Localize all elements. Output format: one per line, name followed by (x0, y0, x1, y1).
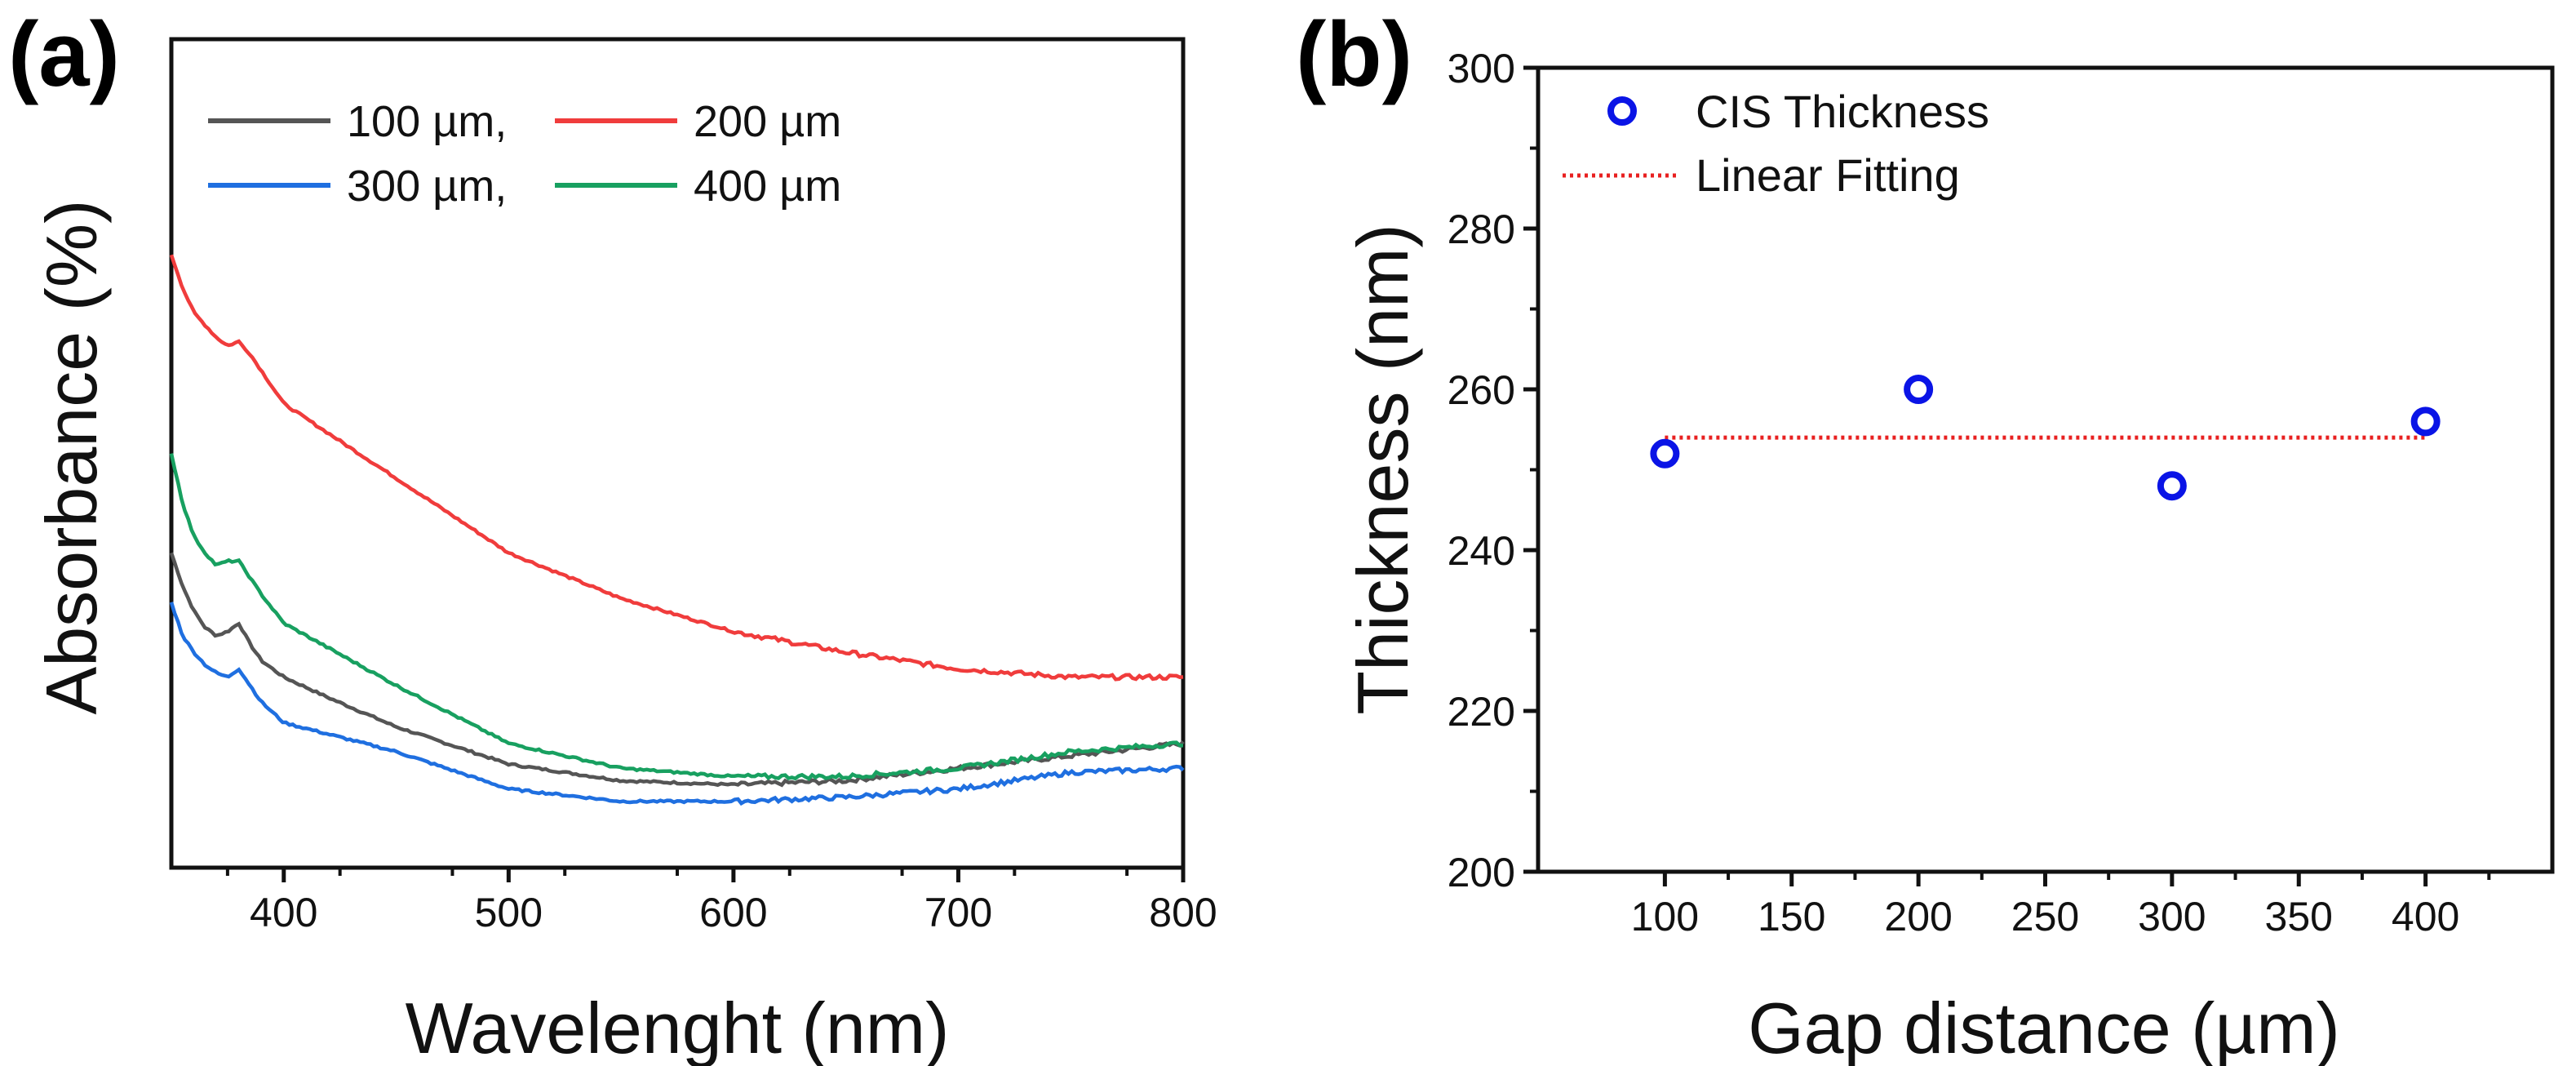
data-point-100 (1650, 438, 1680, 469)
panel-a-legend: 100 µm, 200 µm 300 µm, 400 µm (208, 97, 841, 211)
y-tick-label: 240 (1448, 528, 1515, 574)
legend-label-200um: 200 µm (694, 97, 841, 146)
x-tick-label: 150 (1758, 894, 1825, 939)
panel-b-y-axis-label: Thickness (nm) (1342, 224, 1423, 714)
x-tick-label: 250 (2011, 894, 2079, 939)
series-line-100-m (169, 552, 1185, 788)
panel-b-frame (1536, 65, 2555, 874)
y-tick-label: 220 (1448, 689, 1515, 735)
panel-a-y-axis-label: Absorbance (%) (31, 200, 112, 715)
y-tick-label: 300 (1448, 46, 1515, 91)
legend-label-100um: 100 µm, (347, 97, 507, 146)
y-tick-label: 260 (1448, 367, 1515, 413)
panel-b-x-axis-label: Gap distance (µm) (1748, 988, 2340, 1066)
series-line-400-m (169, 453, 1184, 781)
series-line-200-m (169, 254, 1184, 682)
x-tick-label: 600 (699, 890, 767, 935)
panel-b-legend: CIS Thickness Linear Fitting (1563, 86, 1989, 201)
data-point-400 (2410, 406, 2441, 437)
legend-label-cis-thickness: CIS Thickness (1696, 86, 1989, 137)
panel-a-frame (169, 37, 1186, 870)
x-tick-label: 350 (2265, 894, 2333, 939)
x-tick-label: 500 (475, 890, 543, 935)
legend-marker-cis-thickness (1607, 96, 1637, 126)
x-tick-label: 400 (250, 890, 317, 935)
panel-b-label: (b) (1296, 3, 1412, 105)
panel-b-x-ticks: 100 150 200 250 300 350 400 (1631, 872, 2491, 939)
legend-label-400um: 400 µm (694, 162, 841, 211)
x-tick-label: 300 (2138, 894, 2206, 939)
x-tick-label: 800 (1149, 890, 1217, 935)
x-tick-label: 700 (924, 890, 992, 935)
y-tick-label: 200 (1448, 850, 1515, 895)
x-tick-label: 200 (1884, 894, 1952, 939)
panel-b-series-group (1650, 375, 2441, 501)
data-point-200 (1904, 375, 1934, 404)
panel-a-x-axis-label: Wavelenght (nm) (406, 988, 950, 1066)
x-tick-label: 400 (2392, 894, 2459, 939)
y-tick-label: 280 (1448, 207, 1515, 252)
panel-a-series-group (169, 254, 1185, 806)
panel-b-y-ticks: 200 220 240 260 280 300 (1448, 46, 1538, 895)
panel-a-label: (a) (8, 3, 120, 105)
series-line-300-m (169, 602, 1185, 806)
legend-label-300um: 300 µm, (347, 162, 507, 211)
data-point-300 (2157, 471, 2187, 501)
legend-label-linear-fitting: Linear Fitting (1696, 149, 1960, 201)
x-tick-label: 100 (1631, 894, 1699, 939)
panel-a-x-ticks: 400 500 600 700 800 (225, 868, 1217, 935)
